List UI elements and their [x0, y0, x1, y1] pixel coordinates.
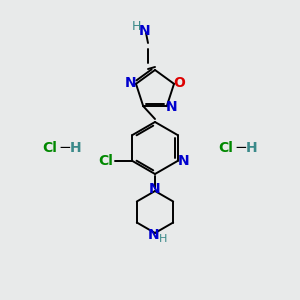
Text: H: H [131, 20, 141, 34]
Text: N: N [148, 228, 160, 242]
Text: H: H [159, 234, 167, 244]
Text: N: N [166, 100, 178, 114]
Text: N: N [125, 76, 137, 90]
Text: N: N [139, 24, 151, 38]
Text: H: H [70, 141, 82, 155]
Text: Cl: Cl [219, 141, 233, 155]
Text: O: O [173, 76, 185, 90]
Text: H: H [246, 141, 258, 155]
Text: −: − [58, 140, 71, 155]
Text: Cl: Cl [43, 141, 57, 155]
Text: −: − [235, 140, 248, 155]
Text: N: N [149, 182, 161, 196]
Text: Cl: Cl [98, 154, 113, 168]
Text: N: N [178, 154, 189, 168]
